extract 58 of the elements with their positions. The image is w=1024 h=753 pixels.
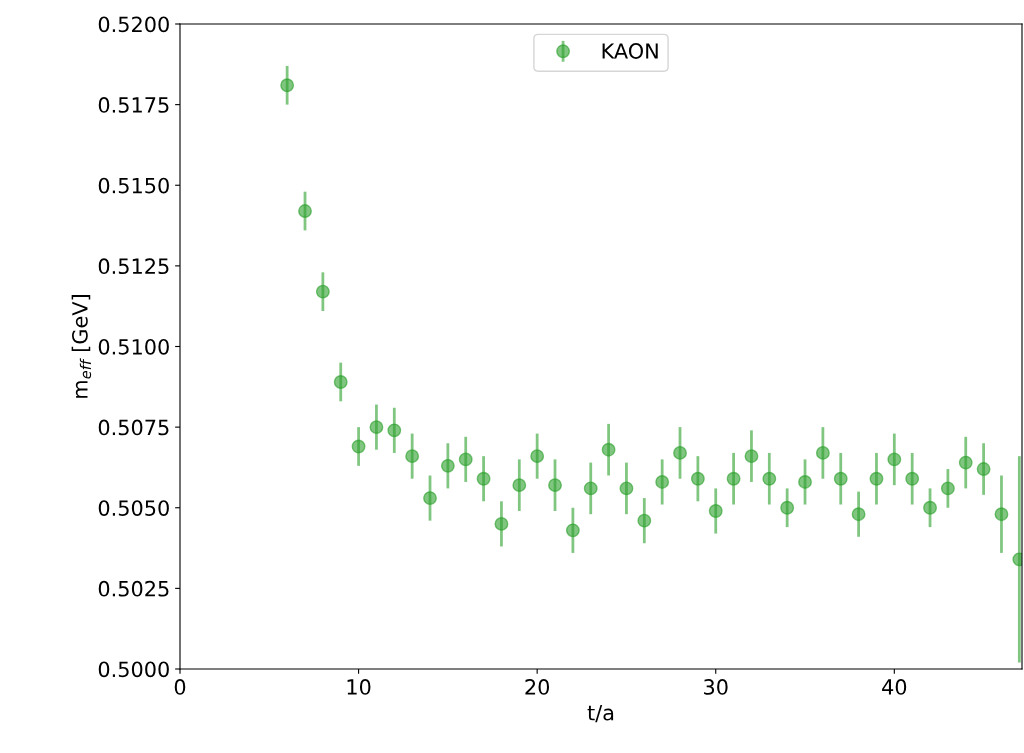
- x-tick-label: 20: [525, 679, 550, 695]
- point: [887, 452, 902, 467]
- point: [280, 78, 295, 93]
- y-tick-label: 0.5075: [98, 419, 169, 436]
- point: [940, 481, 955, 496]
- legend-label: KAON: [602, 43, 658, 59]
- point: [405, 449, 420, 464]
- point: [315, 284, 330, 299]
- point: [673, 445, 687, 460]
- point: [298, 204, 312, 218]
- point: [780, 500, 795, 515]
- point: [440, 458, 455, 473]
- point: [583, 481, 598, 496]
- point: [762, 471, 777, 486]
- y-tick-label: 0.5200: [98, 16, 169, 33]
- point: [476, 471, 491, 486]
- y-axis-title: m$_{eff}$ [GeV]: [71, 295, 92, 398]
- x-tick-label: 40: [882, 679, 907, 695]
- point: [655, 475, 670, 489]
- point: [512, 478, 527, 493]
- point: [690, 471, 705, 486]
- point: [458, 452, 473, 467]
- y-tick-label: 0.5125: [98, 258, 169, 275]
- x-axis-title: t/a: [587, 705, 614, 723]
- point: [869, 471, 884, 486]
- y-tick-label: 0.5025: [98, 580, 169, 597]
- point: [494, 516, 509, 531]
- y-tick-label: 0.5050: [98, 500, 169, 516]
- point: [423, 491, 437, 506]
- x-tick-label: 0: [174, 679, 186, 695]
- point: [833, 471, 848, 486]
- point: [958, 455, 973, 470]
- point: [351, 439, 366, 454]
- y-tick-label: 0.5150: [98, 177, 169, 194]
- point: [976, 462, 991, 476]
- x-tick-label: 10: [347, 679, 371, 695]
- point: [619, 481, 634, 496]
- point: [601, 442, 616, 457]
- point: [333, 375, 348, 389]
- point: [637, 513, 652, 528]
- y-tick-label: 0.5175: [98, 97, 169, 113]
- point: [726, 471, 741, 486]
- x-tick-label: 30: [704, 679, 728, 695]
- point: [994, 507, 1009, 522]
- point: [815, 445, 830, 460]
- y-tick-label: 0.5100: [98, 338, 169, 355]
- point: [923, 500, 937, 515]
- point: [851, 507, 866, 522]
- y-tick-label: 0.5000: [98, 661, 169, 678]
- point: [798, 475, 812, 489]
- point: [708, 504, 723, 518]
- point: [565, 523, 580, 538]
- point: [530, 449, 545, 464]
- point: [548, 478, 562, 493]
- point: [744, 449, 759, 464]
- point: [369, 420, 384, 435]
- point: [905, 471, 920, 486]
- point: [387, 423, 402, 438]
